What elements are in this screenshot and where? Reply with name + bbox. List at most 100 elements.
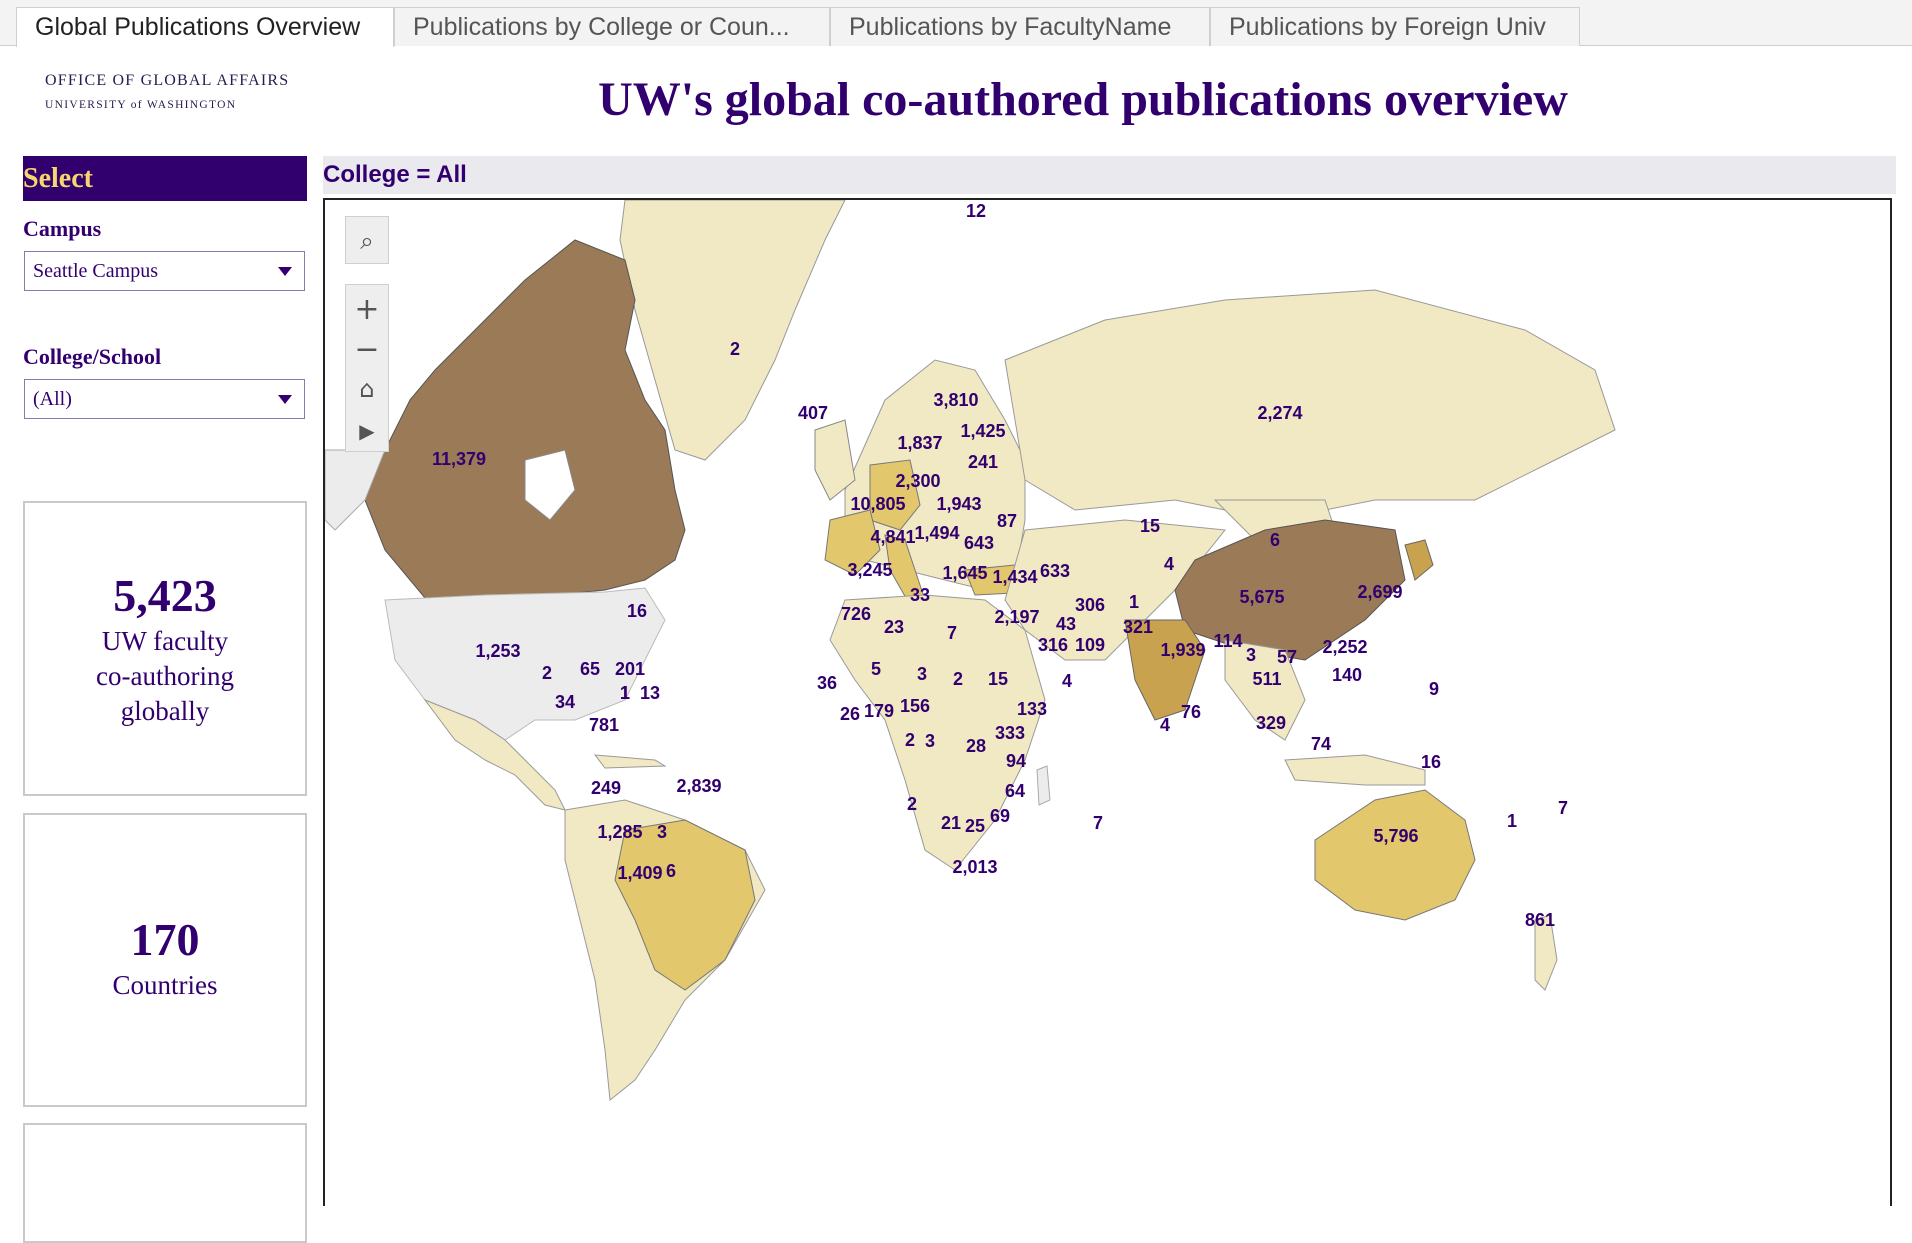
brazil-region <box>614 819 756 991</box>
country-value-label: 1,943 <box>936 494 981 514</box>
country-value-label: 7 <box>1093 813 1103 833</box>
campus-dropdown[interactable]: Seattle Campus <box>24 251 305 291</box>
country-value-label: 3,245 <box>847 560 892 580</box>
faculty-count-caption-line3: globally <box>120 696 210 726</box>
country-value-label: 321 <box>1123 617 1153 637</box>
zoom-in-icon[interactable]: + <box>354 291 380 327</box>
country-value-label: 4 <box>1164 554 1174 574</box>
play-icon[interactable]: ▶ <box>359 419 375 443</box>
country-value-label: 3,810 <box>933 390 978 410</box>
college-filter-caption: College = All <box>323 156 1896 194</box>
country-value-label: 3 <box>917 664 927 684</box>
country-value-label: 2,839 <box>676 776 721 796</box>
southeast-asia-region <box>1224 639 1306 741</box>
madagascar-region <box>1036 765 1051 806</box>
country-value-label: 1,494 <box>914 523 959 543</box>
japan-region <box>1404 539 1434 581</box>
country-value-label: 114 <box>1213 631 1242 651</box>
country-value-label: 64 <box>1005 781 1025 801</box>
country-value-label: 13 <box>640 683 660 703</box>
country-value-label: 407 <box>798 403 828 423</box>
map-zoom-toolbar: + − ⌂ ▶ <box>345 284 389 452</box>
country-value-label: 87 <box>997 511 1017 531</box>
country-value-label: 241 <box>968 452 998 472</box>
country-value-label: 5 <box>871 659 881 679</box>
country-value-label: 1,645 <box>942 563 987 583</box>
china-region <box>1174 519 1406 661</box>
tab-publications-by-foreign-univ[interactable]: Publications by Foreign Univ <box>1210 7 1580 46</box>
country-value-label: 76 <box>1181 702 1201 722</box>
college-school-label: College/School <box>23 344 162 369</box>
tab-global-publications-overview[interactable]: Global Publications Overview <box>16 7 394 47</box>
country-value-label: 329 <box>1256 713 1286 733</box>
russia-region <box>1004 289 1616 521</box>
country-value-label: 9 <box>1429 679 1439 699</box>
country-value-label: 1 <box>1507 811 1517 831</box>
country-value-label: 16 <box>627 601 647 621</box>
country-value-label: 15 <box>1140 516 1160 536</box>
france-region <box>824 509 881 576</box>
office-of-global-affairs-logo: OFFICE OF GLOBAL AFFAIRS <box>45 72 290 89</box>
campus-label: Campus <box>23 216 102 241</box>
chevron-down-icon <box>278 267 292 276</box>
country-value-label: 2,252 <box>1322 637 1367 657</box>
country-value-label: 26 <box>840 704 860 724</box>
world-map[interactable]: 12 2 407 3,810 1,425 1,837 241 2,300 2,274 11,379… <box>323 198 1892 1206</box>
tab-publications-by-facultyname[interactable]: Publications by FacultyName <box>830 7 1210 46</box>
countries-count-card: 170 Countries <box>23 813 307 1107</box>
country-value-label: 1,425 <box>960 421 1005 441</box>
new-zealand-region <box>1534 914 1558 991</box>
map-search-button[interactable]: ⌕ <box>345 216 389 264</box>
faculty-count-caption-line1: UW faculty <box>101 626 229 656</box>
country-value-label: 2 <box>542 663 552 683</box>
country-value-label: 316 <box>1038 635 1068 655</box>
university-of-washington-logo-text: UNIVERSITY of WASHINGTON <box>45 99 237 111</box>
country-value-label: 1 <box>1129 592 1139 612</box>
country-value-label: 2,300 <box>895 471 940 491</box>
country-value-label: 5,675 <box>1239 587 1284 607</box>
india-region <box>1124 619 1206 721</box>
page-title: UW's global co-authored publications ove… <box>598 73 1568 126</box>
select-panel-header: Select <box>23 156 307 201</box>
home-icon[interactable]: ⌂ <box>359 375 375 403</box>
country-value-label: 140 <box>1332 665 1362 685</box>
hudson-bay <box>524 449 576 521</box>
college-school-dropdown[interactable]: (All) <box>24 379 305 419</box>
country-value-label: 156 <box>900 696 930 716</box>
country-value-label: 306 <box>1075 595 1105 615</box>
indonesia-region <box>1284 754 1426 786</box>
tab-publications-by-college[interactable]: Publications by College or Coun... <box>394 7 830 46</box>
country-value-label: 10,805 <box>850 494 905 514</box>
country-value-label: 2 <box>905 730 915 750</box>
faculty-count-caption-line2: co-authoring <box>96 661 234 691</box>
country-value-label: 3 <box>925 731 935 751</box>
chevron-down-icon <box>278 395 292 404</box>
country-value-label: 5,796 <box>1373 826 1418 846</box>
tab-bar: Global Publications Overview Publication… <box>0 0 1912 47</box>
countries-count-value: 170 <box>130 914 200 965</box>
country-value-label: 726 <box>841 604 871 624</box>
country-value-label: 2,013 <box>952 857 997 877</box>
country-value-label: 2,197 <box>994 607 1039 627</box>
middle-east-region <box>1004 519 1226 661</box>
country-value-label: 133 <box>1017 699 1047 719</box>
country-value-label: 1 <box>620 683 630 703</box>
country-value-label: 1,939 <box>1160 640 1205 660</box>
country-value-label: 6 <box>666 861 676 881</box>
country-value-label: 2,699 <box>1357 582 1402 602</box>
country-labels: 1224073,8101,4251,8372412,3002,27411,379… <box>432 201 1568 930</box>
world-map-svg: 1224073,8101,4251,8372412,3002,27411,379… <box>325 200 1616 1101</box>
caribbean-islands <box>593 754 667 769</box>
country-value-label: 25 <box>965 816 985 836</box>
country-value-label: 43 <box>1056 614 1076 634</box>
country-value-label: 1,837 <box>897 433 942 453</box>
canada-region <box>364 239 686 599</box>
country-value-label: 4 <box>1160 715 1170 735</box>
country-value-label: 21 <box>941 813 961 833</box>
country-value-label: 16 <box>1421 752 1441 772</box>
country-value-label: 94 <box>1006 751 1026 771</box>
country-value-label: 65 <box>580 659 600 679</box>
country-value-label: 74 <box>1311 734 1331 754</box>
country-value-label: 2,274 <box>1257 403 1302 423</box>
zoom-out-icon[interactable]: − <box>354 331 380 367</box>
